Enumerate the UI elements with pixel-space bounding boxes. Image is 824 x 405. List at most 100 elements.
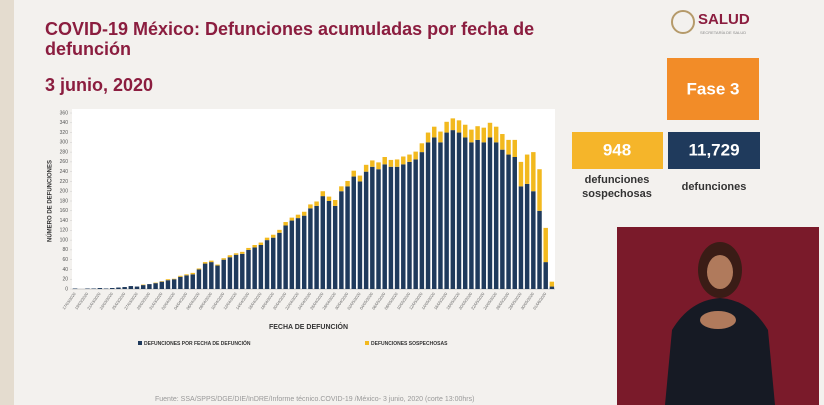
suspected-value: 948 bbox=[603, 140, 631, 159]
bar-segment bbox=[258, 245, 264, 289]
bar-segment bbox=[543, 227, 548, 263]
bar-segment bbox=[438, 131, 443, 143]
bar-segment bbox=[462, 124, 468, 138]
bar-segment bbox=[444, 132, 449, 289]
bar-segment bbox=[289, 220, 295, 289]
bar-segment bbox=[277, 229, 282, 233]
bar-segment bbox=[227, 257, 233, 289]
bar-segment bbox=[221, 258, 226, 260]
bar-segment bbox=[438, 142, 443, 289]
bar-segment bbox=[376, 169, 381, 289]
y-tick-label: 260 bbox=[60, 159, 69, 165]
bar-segment bbox=[475, 126, 480, 140]
y-tick-label: 120 bbox=[60, 228, 69, 234]
bar-segment bbox=[264, 237, 270, 241]
bar-segment bbox=[277, 232, 282, 289]
y-tick-label: 80 bbox=[62, 247, 68, 253]
bar-segment bbox=[202, 263, 208, 289]
title: defunción bbox=[45, 39, 131, 59]
bar-segment bbox=[264, 240, 270, 289]
bar-segment bbox=[456, 120, 462, 133]
y-tick-label: 340 bbox=[60, 120, 69, 126]
bar-segment bbox=[240, 251, 245, 254]
date: 3 junio, 2020 bbox=[45, 75, 153, 95]
y-tick-label: 100 bbox=[60, 237, 69, 243]
bar-segment bbox=[122, 287, 127, 289]
bar-segment bbox=[444, 121, 449, 133]
bar-segment bbox=[227, 255, 233, 258]
y-tick-label: 0 bbox=[65, 286, 68, 292]
bar-segment bbox=[531, 152, 536, 192]
bar-segment bbox=[450, 118, 456, 131]
y-tick-label: 240 bbox=[60, 169, 69, 175]
side-stripe bbox=[0, 0, 14, 405]
bar-segment bbox=[233, 253, 239, 255]
bar-segment bbox=[326, 201, 332, 289]
bar-segment bbox=[308, 208, 313, 289]
bar-segment bbox=[524, 154, 530, 184]
bar-segment bbox=[462, 137, 468, 289]
bar-segment bbox=[178, 275, 183, 277]
logo-sub: SECRETARÍA DE SALUD bbox=[700, 30, 746, 35]
bar-segment bbox=[246, 247, 251, 250]
y-axis-label: NÚMERO DE DEFUNCIONES bbox=[47, 160, 54, 242]
phase-box bbox=[667, 58, 759, 120]
bar-segment bbox=[487, 137, 493, 289]
bar-segment bbox=[512, 139, 517, 157]
suspected-label: defunciones bbox=[585, 174, 650, 186]
bar-segment bbox=[469, 142, 474, 289]
y-tick-label: 280 bbox=[60, 149, 69, 155]
bar-segment bbox=[475, 139, 480, 289]
bar-segment bbox=[301, 211, 307, 216]
bar-segment bbox=[301, 215, 307, 289]
bar-segment bbox=[271, 237, 276, 289]
bar-segment bbox=[512, 157, 517, 289]
bar-segment bbox=[493, 142, 499, 289]
interpreter-face bbox=[707, 255, 733, 289]
bar-segment bbox=[425, 142, 431, 289]
title: COVID-19 México: Defunciones acumuladas … bbox=[45, 19, 534, 39]
bar-segment bbox=[153, 283, 158, 289]
bar-segment bbox=[419, 152, 425, 289]
bar-segment bbox=[345, 180, 350, 187]
bar-segment bbox=[450, 130, 456, 289]
y-tick-label: 160 bbox=[60, 208, 69, 214]
bar-segment bbox=[506, 139, 511, 155]
bar-segment bbox=[432, 137, 437, 289]
bar-segment bbox=[246, 249, 251, 289]
bar-segment bbox=[165, 279, 171, 281]
bar-segment bbox=[394, 159, 400, 167]
bar-segment bbox=[407, 154, 412, 162]
bar-segment bbox=[314, 205, 319, 289]
bar-segment bbox=[549, 286, 555, 289]
bar-segment bbox=[481, 127, 487, 143]
interpreter-hands bbox=[700, 311, 736, 329]
bar-segment bbox=[339, 186, 344, 192]
legend-swatch bbox=[365, 341, 369, 345]
confirmed-label: defunciones bbox=[682, 181, 747, 193]
bar-segment bbox=[184, 275, 189, 289]
y-tick-label: 320 bbox=[60, 130, 69, 136]
bar-segment bbox=[196, 268, 202, 270]
bar-segment bbox=[363, 171, 369, 289]
bar-segment bbox=[134, 286, 140, 289]
interpreter-body bbox=[665, 298, 775, 405]
bar-segment bbox=[543, 262, 548, 289]
bar-segment bbox=[190, 272, 195, 275]
bar-segment bbox=[524, 183, 530, 289]
bar-segment bbox=[258, 242, 264, 245]
bar-segment bbox=[283, 222, 288, 226]
bar-segment bbox=[252, 245, 257, 248]
bar-segment bbox=[351, 170, 356, 177]
bar-segment bbox=[283, 225, 288, 289]
bar-segment bbox=[419, 143, 425, 153]
y-tick-label: 20 bbox=[62, 277, 68, 283]
bar-segment bbox=[394, 166, 400, 289]
bar-segment bbox=[159, 281, 165, 289]
bar-segment bbox=[240, 253, 245, 289]
bar-segment bbox=[357, 181, 363, 289]
bar-segment bbox=[537, 210, 542, 289]
confirmed-box bbox=[668, 132, 760, 169]
phase: Fase 3 bbox=[687, 79, 740, 98]
bar-segment bbox=[432, 126, 437, 138]
